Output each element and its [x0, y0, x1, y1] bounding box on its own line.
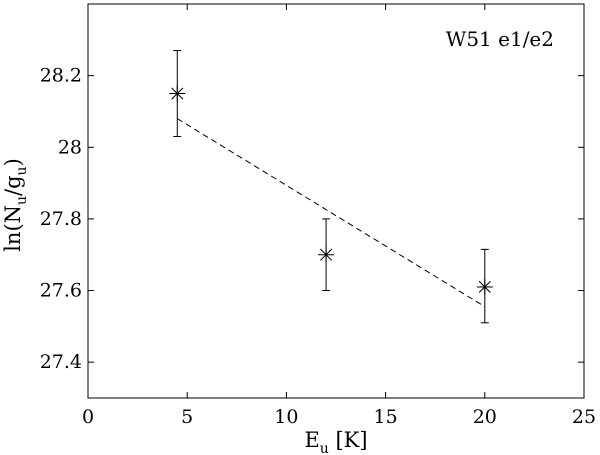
asterisk-stroke: [171, 87, 184, 100]
x-axis-title: Eu [K]: [304, 428, 367, 455]
y-tick-label: 27.4: [40, 351, 82, 373]
plot-frame: [87, 3, 585, 399]
y-tick-label: 27.6: [40, 280, 82, 302]
y-tick-label: 28: [58, 136, 82, 158]
data-points: [169, 50, 493, 324]
chart-annotation: W51 e1/e2: [446, 27, 554, 51]
fit-line: [177, 118, 486, 308]
x-tick-label: 5: [181, 406, 193, 428]
fit-line-group: [177, 118, 486, 308]
x-tick-label: 10: [274, 406, 298, 428]
x-tick-label: 25: [572, 406, 596, 428]
asterisk-stroke: [320, 248, 333, 261]
x-tick-label: 0: [82, 406, 94, 428]
data-point-asterisk: [169, 85, 186, 102]
data-point-asterisk: [318, 246, 335, 263]
data-point-asterisk: [476, 278, 493, 295]
x-ticks: 0 5 10 15 20 25: [82, 4, 596, 428]
y-tick-label: 28.2: [40, 65, 82, 87]
y-tick-label: 27.8: [40, 208, 82, 230]
y-axis-title: ln(Nu/gu): [1, 158, 30, 252]
asterisk-stroke: [478, 280, 491, 294]
x-tick-label: 20: [473, 406, 497, 428]
x-tick-label: 15: [374, 406, 398, 428]
y-ticks: 27.4 27.6 27.8 28 28.2: [40, 65, 584, 373]
